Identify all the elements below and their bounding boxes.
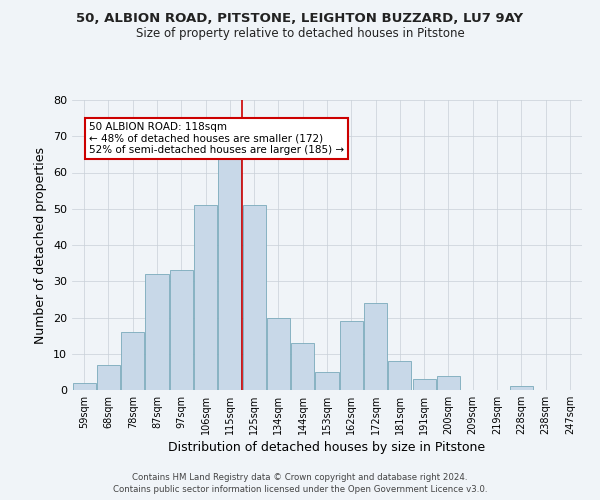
- Bar: [413, 379, 436, 390]
- Text: 50, ALBION ROAD, PITSTONE, LEIGHTON BUZZARD, LU7 9AY: 50, ALBION ROAD, PITSTONE, LEIGHTON BUZZ…: [76, 12, 524, 26]
- X-axis label: Distribution of detached houses by size in Pitstone: Distribution of detached houses by size …: [169, 441, 485, 454]
- Bar: [194, 205, 217, 390]
- Text: Contains HM Land Registry data © Crown copyright and database right 2024.: Contains HM Land Registry data © Crown c…: [132, 473, 468, 482]
- Bar: [97, 364, 120, 390]
- Y-axis label: Number of detached properties: Number of detached properties: [34, 146, 47, 344]
- Bar: [242, 205, 266, 390]
- Bar: [364, 303, 387, 390]
- Bar: [388, 361, 412, 390]
- Bar: [291, 343, 314, 390]
- Bar: [340, 321, 363, 390]
- Bar: [267, 318, 290, 390]
- Bar: [316, 372, 338, 390]
- Bar: [73, 383, 95, 390]
- Bar: [170, 270, 193, 390]
- Bar: [510, 386, 533, 390]
- Bar: [437, 376, 460, 390]
- Text: Contains public sector information licensed under the Open Government Licence v3: Contains public sector information licen…: [113, 486, 487, 494]
- Bar: [121, 332, 144, 390]
- Bar: [145, 274, 169, 390]
- Text: 50 ALBION ROAD: 118sqm
← 48% of detached houses are smaller (172)
52% of semi-de: 50 ALBION ROAD: 118sqm ← 48% of detached…: [89, 122, 344, 155]
- Text: Size of property relative to detached houses in Pitstone: Size of property relative to detached ho…: [136, 28, 464, 40]
- Bar: [218, 154, 241, 390]
